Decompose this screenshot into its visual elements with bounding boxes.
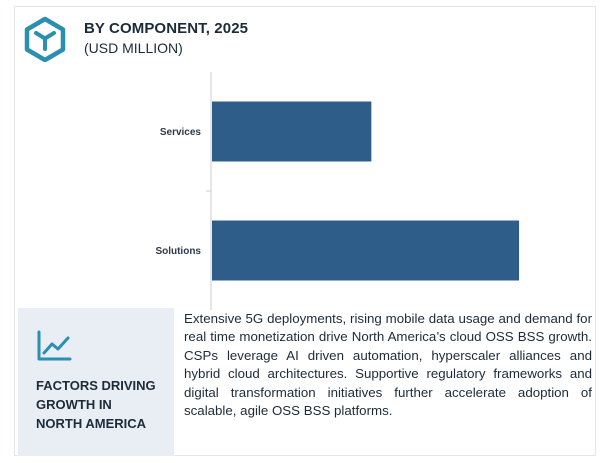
factors-title-line: NORTH AMERICA [36, 416, 147, 431]
category-label: Solutions [155, 246, 201, 257]
bar-solutions [212, 220, 520, 281]
bar-services [212, 101, 372, 162]
hexagon-box-icon [24, 16, 66, 62]
factors-description: Extensive 5G deployments, rising mobile … [184, 311, 592, 419]
chart-title: BY COMPONENT, 2025 [84, 20, 249, 37]
factors-title-line: GROWTH IN [36, 397, 112, 412]
trend-line-icon [37, 330, 72, 361]
factors-title: FACTORS DRIVING GROWTH IN NORTH AMERICA [36, 376, 176, 433]
chart-header: BY COMPONENT, 2025 (USD MILLION) [22, 12, 582, 62]
chart-category-labels: Services Solutions [155, 127, 201, 257]
chart-bars [212, 101, 520, 281]
chart-axis [206, 72, 212, 310]
factors-title-line: FACTORS DRIVING [36, 378, 156, 393]
chart-subtitle: (USD MILLION) [84, 40, 183, 56]
factors-panel: FACTORS DRIVING GROWTH IN NORTH AMERICA [18, 308, 174, 456]
category-label: Services [160, 127, 202, 138]
factors-section: FACTORS DRIVING GROWTH IN NORTH AMERICA … [18, 308, 596, 456]
